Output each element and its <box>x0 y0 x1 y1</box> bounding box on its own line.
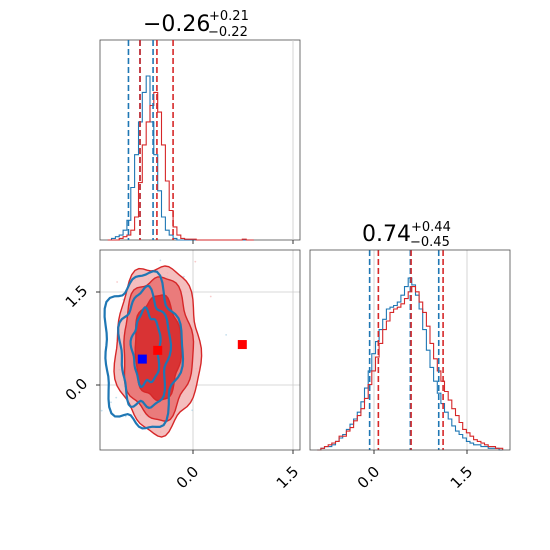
axes-frame <box>99 39 301 241</box>
panel-title-value: −0.26 <box>143 12 210 37</box>
marker-square <box>137 354 147 364</box>
panel-top-left-histogram: −0.26 +0.21 −0.22 <box>99 9 301 244</box>
panel-title-plus: +0.44 <box>411 220 451 235</box>
histogram-step-line <box>107 75 254 241</box>
scatter-point <box>225 334 228 336</box>
scatter-point <box>112 233 114 235</box>
scatter-point <box>115 396 118 399</box>
panel-bottom-left-contour: 1.5 0.0 0.0 1.5 <box>62 233 303 493</box>
blue-contour-level <box>103 270 185 430</box>
x-tick-label: 0.0 <box>354 463 384 493</box>
y-tick-label: 0.0 <box>62 375 92 405</box>
quantile-lines <box>127 40 174 240</box>
grid <box>373 250 468 450</box>
panel-title-plus: +0.21 <box>209 9 249 24</box>
scatter-point <box>93 334 95 336</box>
scatter-point <box>100 409 103 412</box>
axes-frame <box>99 249 301 451</box>
panel-title-minus: −0.22 <box>208 25 248 40</box>
scatter-point <box>191 409 194 412</box>
panel-title-minus: −0.45 <box>410 235 450 250</box>
markers <box>137 340 247 364</box>
blue-contour-level <box>117 284 173 410</box>
scatter-point <box>116 281 119 283</box>
x-tick-label: 1.5 <box>273 463 303 493</box>
panel-title-value: 0.74 <box>362 222 411 247</box>
scatter-point <box>110 401 112 404</box>
scatter-point <box>124 415 127 418</box>
scatter-point <box>182 275 185 278</box>
histogram-step-line <box>107 91 254 241</box>
x-tick-label: 1.5 <box>447 463 477 493</box>
blue-contour-level <box>129 306 162 388</box>
scatter-point <box>209 295 212 298</box>
scatter-point <box>194 260 197 263</box>
quantile-lines <box>368 250 444 450</box>
scatter-point <box>159 259 162 262</box>
panel-bottom-right-histogram: 0.0 1.5 0.74 +0.44 −0.45 <box>309 220 511 493</box>
x-tick-label: 0.0 <box>173 463 203 493</box>
marker-square <box>153 345 163 355</box>
blue-contours <box>103 270 185 430</box>
y-tick-label: 1.5 <box>62 282 92 312</box>
axes-frame <box>309 249 511 451</box>
marker-square <box>237 340 247 350</box>
histogram-series <box>107 75 254 241</box>
